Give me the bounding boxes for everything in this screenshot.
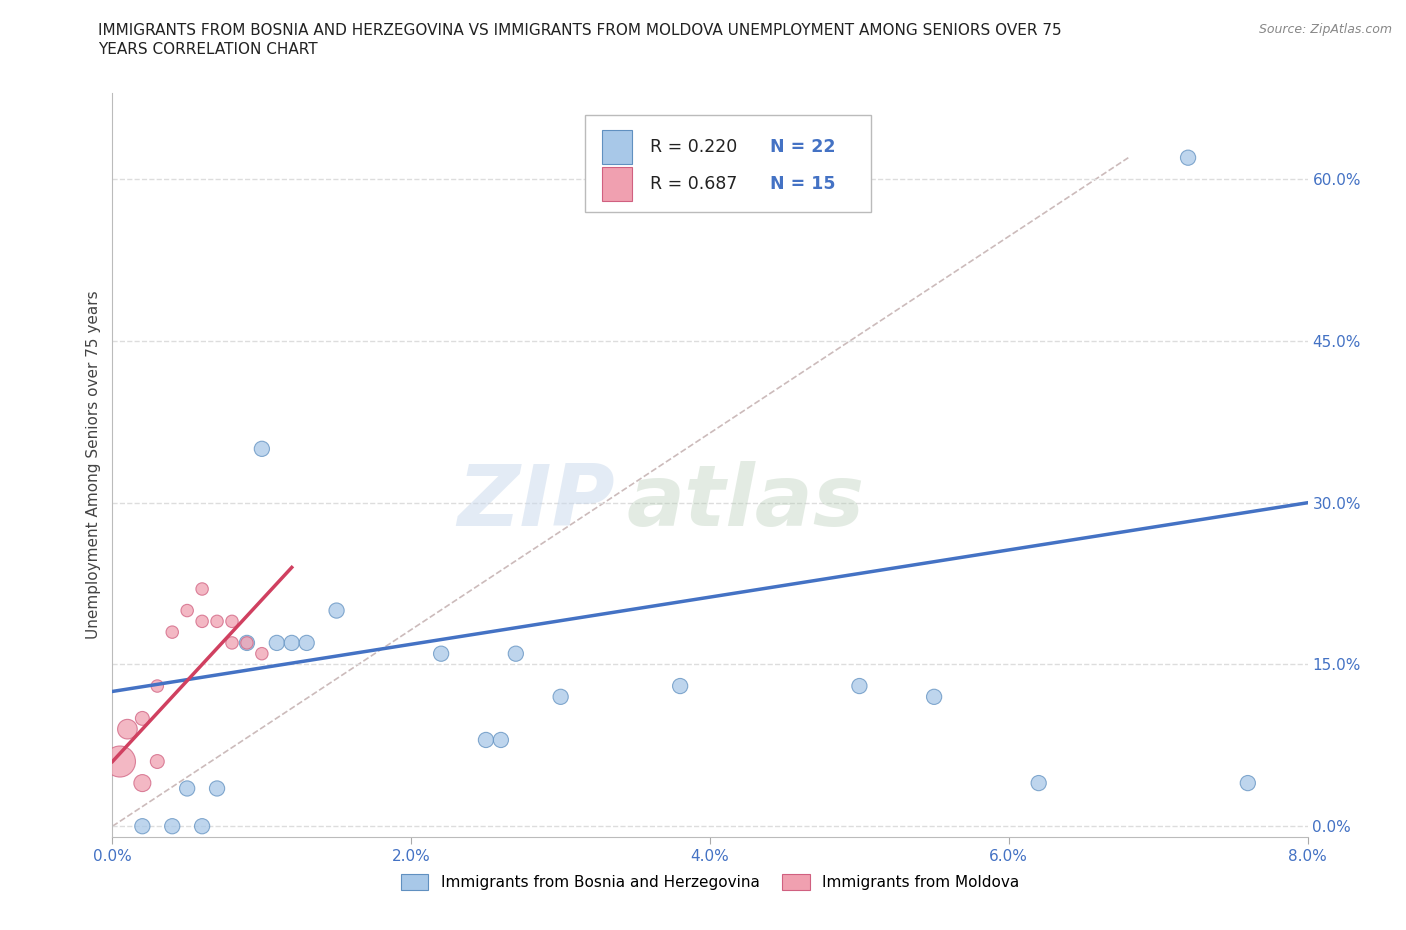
Point [205,614,228,629]
Point [848,679,870,694]
Text: IMMIGRANTS FROM BOSNIA AND HERZEGOVINA VS IMMIGRANTS FROM MOLDOVA UNEMPLOYMENT A: IMMIGRANTS FROM BOSNIA AND HERZEGOVINA V… [98,23,1062,38]
Point [221,635,243,650]
Point [117,722,139,737]
Point [236,635,259,650]
Text: R = 0.687: R = 0.687 [651,175,738,193]
Point [1237,776,1260,790]
Point [281,635,304,650]
Point [1177,151,1199,166]
Point [266,635,288,650]
Point [550,689,572,704]
Point [108,754,131,769]
Point [131,711,153,725]
Text: N = 15: N = 15 [770,175,835,193]
Point [221,614,243,629]
Point [131,818,153,833]
Point [191,614,214,629]
Y-axis label: Unemployment Among Seniors over 75 years: Unemployment Among Seniors over 75 years [86,291,101,639]
Point [475,733,498,748]
Point [162,818,183,833]
Point [669,679,692,694]
Point [250,646,273,661]
Point [236,635,259,650]
Point [1028,776,1050,790]
Point [191,581,214,596]
Bar [603,167,633,201]
Point [146,679,169,694]
Point [146,754,169,769]
Text: N = 22: N = 22 [770,138,835,155]
FancyBboxPatch shape [585,115,872,212]
Bar [603,130,633,164]
Point [295,635,318,650]
Point [191,818,214,833]
Point [250,442,273,457]
Legend: Immigrants from Bosnia and Herzegovina, Immigrants from Moldova: Immigrants from Bosnia and Herzegovina, … [395,868,1025,897]
Point [489,733,512,748]
Point [176,781,198,796]
Text: YEARS CORRELATION CHART: YEARS CORRELATION CHART [98,42,318,57]
Point [325,604,347,618]
Text: atlas: atlas [627,460,865,544]
Point [162,625,183,640]
Text: ZIP: ZIP [457,460,614,544]
Text: Source: ZipAtlas.com: Source: ZipAtlas.com [1258,23,1392,36]
Point [131,776,153,790]
Point [205,781,228,796]
Text: R = 0.220: R = 0.220 [651,138,738,155]
Point [430,646,453,661]
Point [505,646,527,661]
Point [176,604,198,618]
Point [922,689,945,704]
